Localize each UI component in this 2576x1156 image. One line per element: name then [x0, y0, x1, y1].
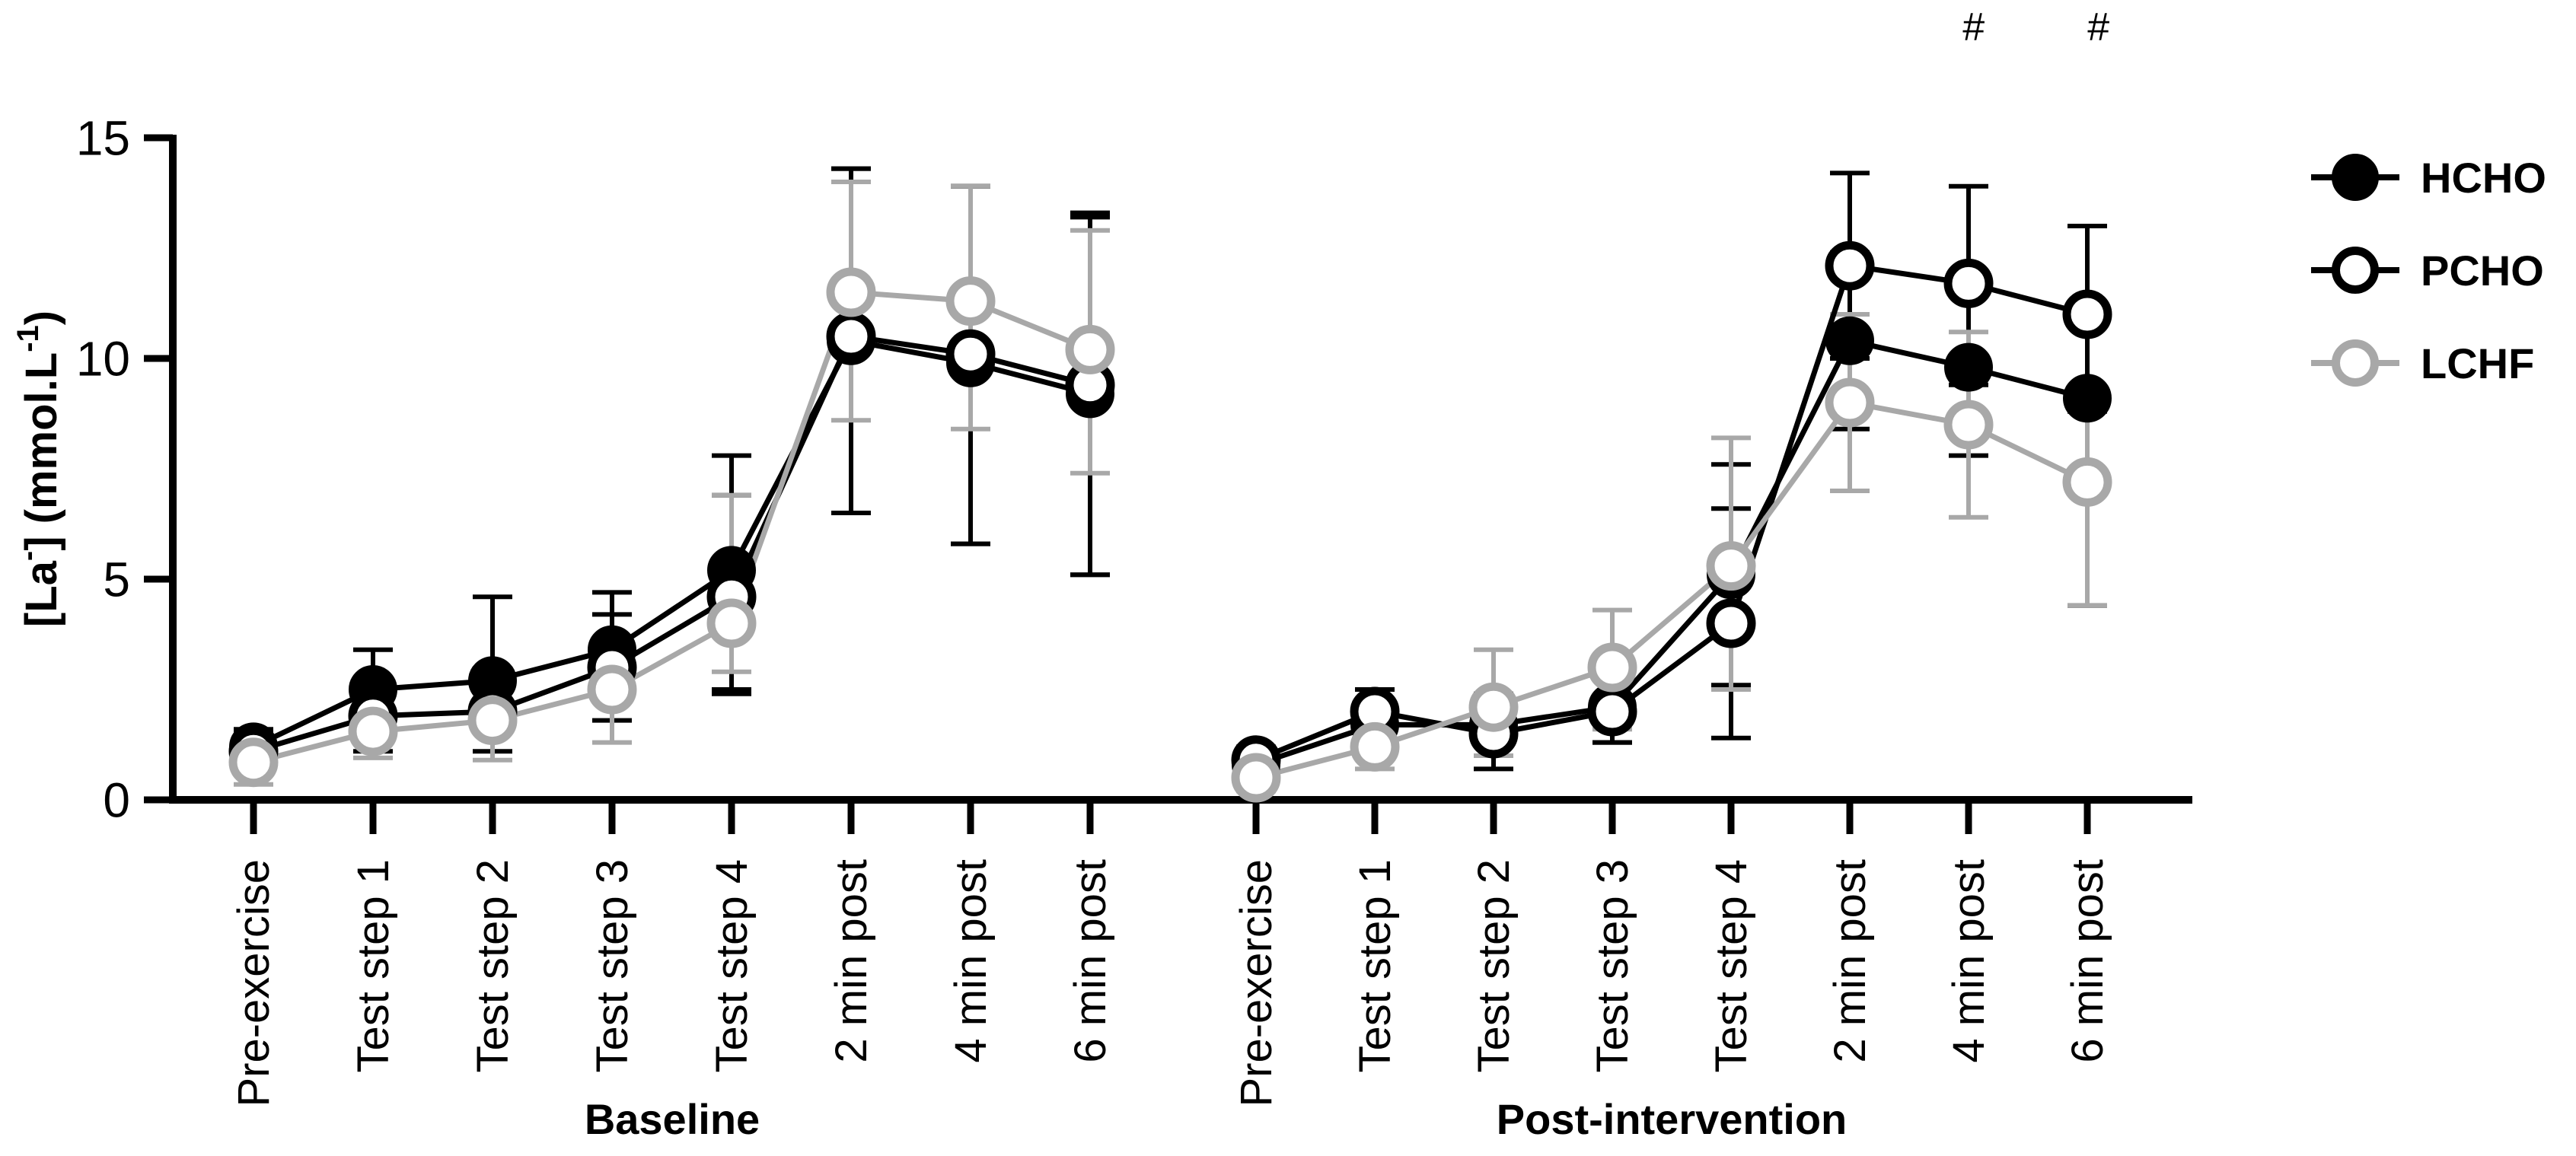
y-axis-label: [La-] (mmol.L-1): [11, 310, 66, 627]
point-LCHF-1: [348, 706, 398, 756]
x-tick-label: Test step 2: [468, 859, 518, 1072]
significance-hash-4min: #: [1962, 5, 1985, 49]
x-tick-label: 4 min post: [1944, 859, 1994, 1063]
series-line-PCHO-post-intervention: [1255, 263, 2088, 763]
legend-entry-pcho: PCHO: [2311, 245, 2546, 295]
point-PCHO-3: [1587, 686, 1637, 737]
point-LCHF-5: [826, 267, 876, 317]
point-LCHF-7: [1065, 324, 1115, 374]
point-LCHF-3: [1587, 642, 1637, 693]
point-LCHF-3: [587, 664, 637, 715]
x-tick-label: 2 min post: [1825, 859, 1875, 1063]
caption-post-intervention: Post-intervention: [1496, 1095, 1848, 1143]
x-tick-label: Test step 3: [588, 859, 637, 1072]
point-LCHF-0: [1231, 753, 1281, 803]
legend-label-lchf: LCHF: [2421, 339, 2535, 387]
x-tick-label: Test step 1: [1350, 859, 1400, 1072]
x-tick-label: 2 min post: [827, 859, 876, 1063]
point-PCHO-7: [2062, 289, 2112, 339]
legend-entry-lchf: LCHF: [2311, 338, 2546, 388]
y-tick-label: 0: [103, 772, 130, 827]
point-PCHO-5: [1825, 240, 1875, 291]
x-tick-label: 4 min post: [946, 859, 996, 1063]
point-PCHO-6: [945, 329, 996, 379]
legend-label-hcho: HCHO: [2421, 153, 2546, 202]
legend-entry-hcho: HCHO: [2311, 152, 2546, 202]
open-circle-icon: [2311, 245, 2399, 295]
point-LCHF-2: [1468, 682, 1519, 732]
point-LCHF-4: [1706, 541, 1756, 591]
x-tick-label: 6 min post: [2063, 859, 2112, 1063]
x-tick-label: Test step 1: [349, 859, 398, 1072]
point-HCHO-5: [1825, 316, 1874, 365]
point-LCHF-6: [945, 276, 996, 326]
x-tick-label: Pre-exercise: [229, 859, 279, 1107]
point-LCHF-2: [467, 696, 518, 746]
point-LCHF-7: [2062, 457, 2112, 507]
y-tick-label: 10: [76, 331, 130, 386]
x-tick-label: Test step 4: [707, 859, 757, 1072]
point-LCHF-5: [1825, 377, 1875, 428]
x-tick-label: Test step 4: [1707, 859, 1756, 1072]
legend: HCHO PCHO LCHF: [2311, 152, 2546, 388]
x-tick-label: Test step 3: [1588, 859, 1637, 1072]
point-PCHO-6: [1943, 258, 1994, 308]
y-tick-label: 5: [103, 552, 130, 607]
point-LCHF-4: [706, 598, 757, 648]
y-tick-label: 15: [76, 110, 130, 165]
legend-label-pcho: PCHO: [2421, 246, 2544, 295]
point-LCHF-0: [228, 737, 279, 788]
point-PCHO-5: [826, 311, 876, 361]
open-gray-circle-icon: [2311, 338, 2399, 388]
point-HCHO-7: [2063, 374, 2112, 423]
x-tick-label: 6 min post: [1066, 859, 1115, 1063]
point-PCHO-4: [1706, 598, 1756, 648]
significance-hash-6min: #: [2087, 5, 2109, 49]
x-tick-label: Test step 2: [1469, 859, 1519, 1072]
point-LCHF-1: [1350, 721, 1400, 772]
point-HCHO-6: [1944, 342, 1993, 392]
caption-baseline: Baseline: [584, 1095, 760, 1143]
point-LCHF-6: [1943, 400, 1994, 450]
x-tick-label: Pre-exercise: [1232, 859, 1281, 1107]
filled-circle-icon: [2311, 152, 2399, 202]
